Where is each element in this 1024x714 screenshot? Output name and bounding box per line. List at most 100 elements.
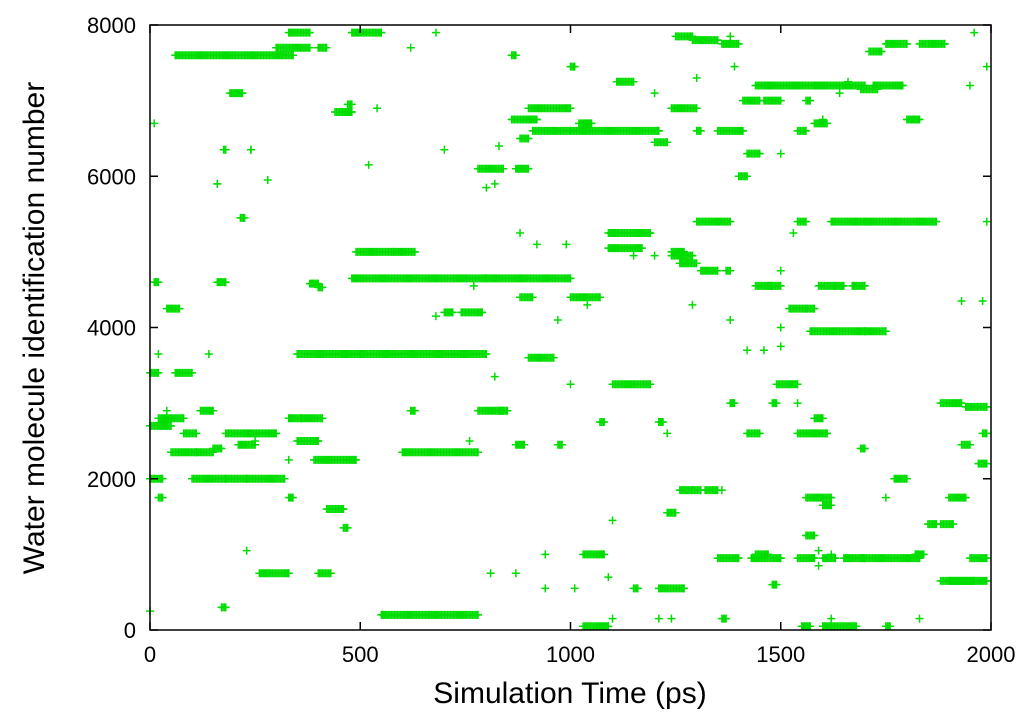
data-point [970,28,979,37]
data-point [322,43,331,52]
data-point [272,429,281,438]
data-point [667,614,676,623]
data-point [158,493,167,502]
data-point [982,576,991,585]
data-point [692,259,701,268]
data-point [823,119,832,128]
data-point [827,501,836,510]
data-point [520,440,529,449]
data-point [318,283,327,292]
data-point [553,315,562,324]
data-point [263,176,272,185]
data-point [835,89,844,98]
data-point [713,36,722,45]
data-point [965,81,974,90]
data-point [692,104,701,113]
data-point [373,104,382,113]
data-point [524,134,533,143]
data-point [280,474,289,483]
data-point [499,164,508,173]
data-point [284,455,293,464]
data-point [902,39,911,48]
data-point [982,217,991,226]
data-point [776,342,785,351]
data-point [827,614,836,623]
data-point [801,217,810,226]
data-point [726,217,735,226]
y-axis-title: Water molecule identification number [18,82,51,574]
data-point [646,380,655,389]
data-point [844,77,853,86]
data-point [759,346,768,355]
data-point [776,96,785,105]
data-point [541,550,550,559]
data-point [154,278,163,287]
data-point [810,554,819,563]
data-point [650,251,659,260]
data-point [776,281,785,290]
data-point [570,584,579,593]
data-point [495,142,504,150]
data-point [221,278,230,287]
data-point [650,89,659,98]
data-point [743,172,752,181]
data-point [734,39,743,48]
data-point [949,520,958,529]
data-point [473,610,482,619]
data-point [154,368,163,377]
data-point [167,421,176,430]
x-tick-label: 1500 [756,642,805,667]
data-point [818,115,827,124]
data-point [482,183,491,192]
data-point [688,486,697,495]
data-point [343,523,352,532]
data-point [919,550,928,559]
data-point [818,414,827,423]
data-point [633,584,642,593]
data-point [326,569,335,578]
data-point [288,493,297,502]
data-point [970,576,979,585]
data-point [965,440,974,449]
data-point [179,414,188,423]
data-point [772,399,781,408]
data-point [213,179,222,188]
data-point [713,266,722,275]
data-point [806,96,815,105]
data-point [839,281,848,290]
y-tick-label: 6000 [87,164,136,189]
data-point [688,300,697,309]
data-point [431,28,440,37]
data-point [982,459,991,468]
y-tick-label: 8000 [87,13,136,38]
data-point [827,550,836,559]
data-point [806,622,815,631]
data-point [881,493,890,502]
data-point [305,28,314,37]
data-point [726,32,735,41]
data-point [482,349,491,358]
data-point [696,126,705,135]
data-point [915,614,924,623]
data-point [722,614,731,623]
data-point [776,554,785,563]
data-point [793,399,802,408]
data-point [831,554,840,563]
data-point [528,293,537,302]
data-point [755,429,764,438]
data-point [957,399,966,408]
data-point [595,293,604,302]
data-point [982,62,991,71]
data-point [549,353,558,362]
data-point [158,418,167,427]
data-point [217,444,226,453]
data-point [377,28,386,37]
data-point [738,126,747,135]
data-point [860,444,869,453]
data-point [448,308,457,317]
data-point [982,554,991,563]
data-point [478,308,487,317]
data-point [162,406,171,415]
data-point [692,73,701,82]
